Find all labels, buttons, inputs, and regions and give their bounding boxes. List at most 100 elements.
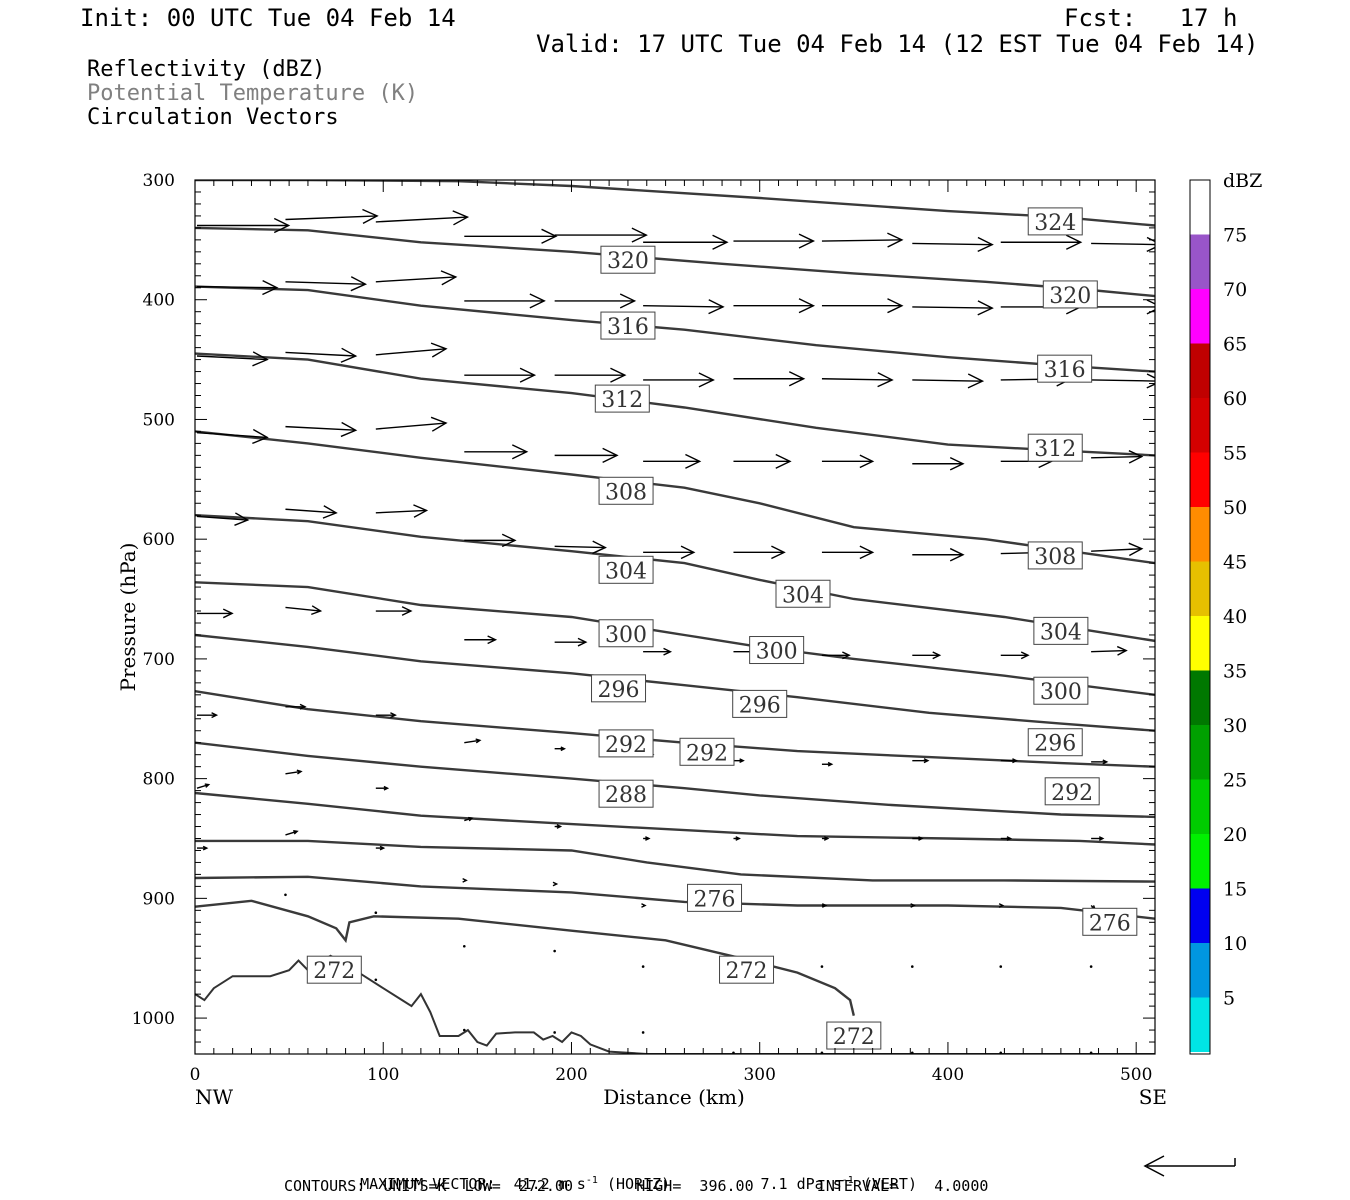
wind-vector [733, 545, 786, 560]
colorbar-label: 60 [1223, 388, 1247, 410]
colorbar-label: 10 [1223, 933, 1247, 955]
colorbar-label: 40 [1223, 606, 1247, 628]
contour-label: 296 [732, 689, 788, 718]
contour-label: 296 [1027, 728, 1083, 757]
contour-label-text: 300 [605, 623, 647, 648]
contour-label-text: 320 [1049, 284, 1091, 309]
max-vector-label: MAXIMUM VECTOR: [360, 1175, 496, 1193]
wind-vector [464, 738, 482, 744]
contour-320 [195, 226, 1155, 298]
wind-vector [643, 299, 725, 315]
colorbar-label: 70 [1223, 279, 1247, 301]
wind-vector [643, 647, 673, 656]
colorbar-segment-bottom [1190, 1052, 1210, 1054]
wind-vector [733, 371, 806, 387]
wind-vector [912, 758, 930, 764]
x-end-label-right: SE [1139, 1085, 1167, 1109]
contour-label-text: 292 [605, 733, 647, 758]
wind-vector [910, 903, 916, 908]
wind-vector [196, 428, 269, 445]
contour-label: 272 [826, 1021, 882, 1050]
wind-vector [375, 270, 458, 286]
contour-label-text: 304 [1040, 620, 1082, 645]
contour-label: 308 [598, 476, 654, 505]
contour-304 [195, 514, 1155, 643]
wind-vector [733, 453, 792, 469]
x-tick-label: 100 [367, 1065, 399, 1085]
contour-label: 316 [1037, 354, 1093, 383]
wind-vector [197, 712, 219, 719]
wind-vector [821, 454, 875, 469]
contour-label: 308 [1027, 541, 1083, 570]
axes-layer: 0 100 200 300 400 500 300 400 500 600 700 800 900 100… [132, 171, 1155, 1085]
colorbar-label: 55 [1223, 443, 1247, 465]
contour-label: 272 [306, 955, 362, 984]
plot-frame [194, 179, 1156, 1055]
wind-vector [821, 372, 894, 388]
wind-vector [554, 824, 563, 829]
wind-vector [1091, 542, 1144, 557]
wind-vector [554, 447, 619, 463]
y-tick-label: 1000 [132, 1009, 175, 1029]
wind-vector [375, 785, 390, 791]
colorbar-segment-5 [1190, 997, 1210, 1052]
wind-vector [464, 367, 537, 383]
contour-292 [195, 690, 1155, 768]
colorbar-segment-70 [1190, 289, 1210, 344]
colorbar-label: 20 [1223, 824, 1247, 846]
contour-label: 312 [1027, 433, 1083, 462]
wind-vector [464, 816, 474, 822]
wind-vector [462, 878, 468, 883]
colorbar-segment-75 [1190, 234, 1210, 289]
contour-label-text: 296 [1034, 732, 1076, 757]
wind-vector [554, 367, 627, 383]
contour-label-text: 308 [1034, 545, 1076, 570]
wind-vector [554, 293, 637, 309]
wind-vector [820, 1051, 824, 1054]
contour-label-text: 308 [605, 480, 647, 505]
contour-300 [195, 581, 1155, 696]
contour-label-text: 296 [598, 678, 640, 703]
wind-vector [733, 233, 816, 249]
contour-label-text: 272 [313, 959, 355, 984]
wind-vector [464, 444, 529, 460]
wind-vector [643, 372, 715, 388]
colorbar-label: 50 [1223, 497, 1247, 519]
contour-label: 312 [594, 384, 650, 413]
contour-label-text: 312 [601, 388, 643, 413]
wind-vector [285, 276, 368, 292]
wind-vector [733, 836, 741, 841]
colorbar: 75 70 65 60 55 50 45 40 35 30 25 20 15 10 5 dBZ [1189, 170, 1262, 1055]
colorbar-segment-top [1190, 180, 1210, 235]
wind-vector [1091, 836, 1105, 841]
wind-vector [999, 1051, 1003, 1054]
contour-label-text: 276 [1089, 911, 1131, 936]
wind-vector [910, 1051, 914, 1054]
horiz-unit: (HORIZ) [606, 1175, 671, 1193]
y-axis-title: Pressure (hPa) [116, 543, 140, 692]
wind-vector [821, 232, 904, 248]
colorbar-segment-35 [1190, 670, 1210, 725]
colorbar-label: 25 [1223, 770, 1247, 792]
valid-time: Valid: 17 UTC Tue 04 Feb 14 (12 EST Tue … [536, 30, 1259, 58]
x-tick-label: 400 [932, 1065, 964, 1085]
contour-label-text: 324 [1034, 211, 1076, 236]
wind-vector [285, 421, 358, 438]
wind-vector [285, 703, 307, 710]
wind-vector [820, 965, 824, 968]
wind-vector [912, 547, 965, 562]
y-tick-label: 400 [143, 291, 175, 311]
wind-vector [643, 836, 651, 841]
wind-vector [732, 1051, 735, 1054]
wind-vector [553, 949, 556, 953]
wind-vector [197, 845, 209, 851]
contour-label-text: 300 [1040, 680, 1082, 705]
contour-label-text: 320 [607, 249, 649, 274]
colorbar-segment-50 [1190, 507, 1210, 562]
wind-vector [375, 504, 429, 518]
y-tick-label: 600 [143, 530, 175, 550]
contour-label: 320 [600, 245, 656, 274]
wind-vector [910, 965, 914, 968]
contour-label: 324 [1027, 207, 1083, 236]
